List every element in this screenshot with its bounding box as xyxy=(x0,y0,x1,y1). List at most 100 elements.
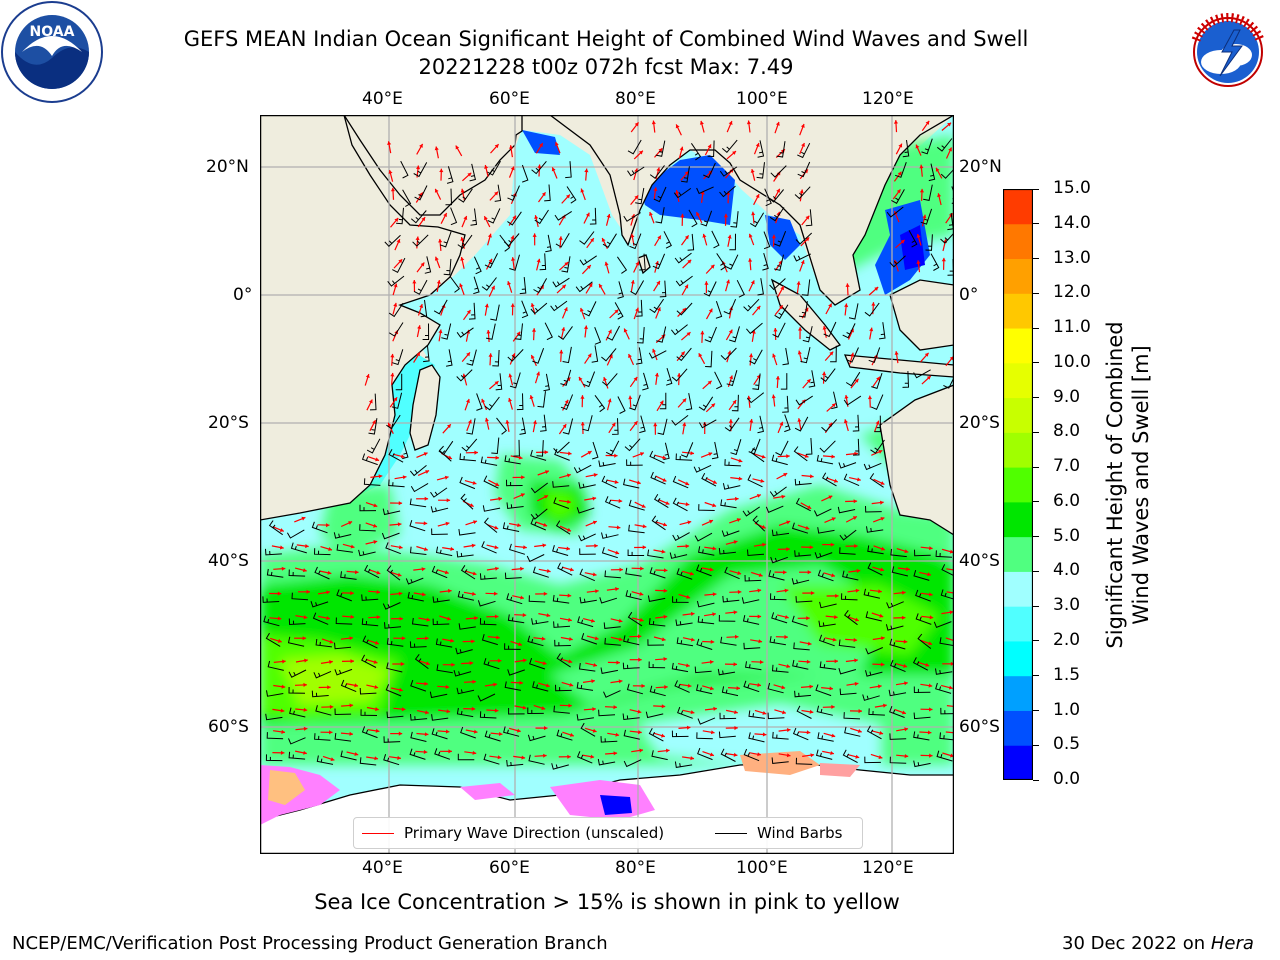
wave-direction-arrowhead xyxy=(567,754,571,759)
wave-direction-arrowhead xyxy=(614,453,618,458)
wave-direction-arrowhead xyxy=(474,450,478,455)
wind-barb xyxy=(659,280,667,298)
wind-barb xyxy=(504,455,521,465)
colorbar-frame xyxy=(1002,188,1034,781)
wave-direction-arrowhead xyxy=(376,615,381,620)
wind-barb xyxy=(477,600,496,607)
wind-barb xyxy=(469,163,477,182)
wind-barb xyxy=(578,533,596,542)
wind-barb xyxy=(363,478,381,486)
wind-barb xyxy=(935,550,953,558)
wind-barb xyxy=(537,391,546,408)
wind-barb xyxy=(561,256,571,273)
wave-direction-arrowhead xyxy=(710,639,715,644)
wave-direction-arrowhead xyxy=(690,710,695,715)
wave-direction-arrowhead xyxy=(915,144,920,149)
colorbar-segment xyxy=(1003,397,1033,433)
wind-barb xyxy=(576,714,594,721)
wind-barb xyxy=(639,415,646,434)
wave-direction-arrowhead xyxy=(472,480,477,485)
wave-direction-arrowhead xyxy=(303,726,308,731)
wave-direction-arrowhead xyxy=(567,499,571,504)
wind-barb xyxy=(616,256,628,274)
wind-barb xyxy=(795,757,813,765)
wind-barb xyxy=(792,659,809,670)
wind-barb xyxy=(604,570,621,579)
wind-barb xyxy=(802,326,813,343)
wave-direction-arrowhead xyxy=(640,566,644,571)
wave-direction-arrowhead xyxy=(400,454,405,459)
wave-direction-arrowhead xyxy=(775,121,780,126)
wave-direction-arrowhead xyxy=(519,680,523,685)
wind-barb xyxy=(770,556,788,564)
wave-direction-arrowhead xyxy=(390,353,395,358)
wave-direction-arrowhead xyxy=(831,733,836,738)
wind-barb xyxy=(509,254,520,271)
wave-direction-arrowhead xyxy=(806,616,810,621)
wind-barb xyxy=(796,705,812,719)
wind-barb xyxy=(606,325,621,341)
wind-barb xyxy=(385,684,402,697)
wave-direction-arrowhead xyxy=(922,214,927,219)
wave-direction-arrowhead xyxy=(663,568,668,573)
wind-barb xyxy=(387,275,405,287)
wind-barb xyxy=(726,370,738,387)
wave-direction-arrowhead xyxy=(495,482,500,486)
wind-barb xyxy=(479,618,497,626)
wave-direction-arrowhead xyxy=(510,303,515,307)
wave-direction-arrowhead xyxy=(775,376,780,380)
wind-barb xyxy=(672,475,689,489)
wave-direction-arrowhead xyxy=(746,120,751,125)
wind-barb xyxy=(865,505,882,513)
wind-barb xyxy=(676,637,694,647)
colorbar xyxy=(1002,188,1034,781)
wind-barb xyxy=(536,440,544,457)
wind-barb xyxy=(770,165,787,178)
wave-direction-arrowhead xyxy=(616,525,621,530)
wind-barb xyxy=(502,522,520,532)
wave-direction-arrowhead xyxy=(948,685,953,690)
wind-barb xyxy=(431,714,449,721)
wind-barb xyxy=(361,654,377,668)
wind-barb xyxy=(573,464,592,474)
wind-barb xyxy=(797,161,811,178)
wind-barb xyxy=(435,638,453,648)
wind-barb xyxy=(698,504,715,511)
wind-barb xyxy=(457,590,475,601)
wind-barb xyxy=(718,614,736,622)
wave-direction-arrowhead xyxy=(445,729,450,734)
wave-direction-arrowhead xyxy=(780,286,784,291)
wave-direction-arrowhead xyxy=(568,451,572,456)
wave-direction-arrowhead xyxy=(397,572,402,577)
wave-direction-arrowhead xyxy=(798,327,803,331)
wave-direction-arrowhead xyxy=(804,454,809,458)
wave-direction-arrowhead xyxy=(675,190,680,194)
wave-direction-arrowhead xyxy=(512,215,516,220)
wind-barb xyxy=(654,493,669,509)
wave-direction-arrowhead xyxy=(394,218,399,222)
wave-direction-arrowhead xyxy=(927,730,932,735)
wave-direction-arrowhead xyxy=(709,660,714,665)
wave-direction-arrowhead xyxy=(421,567,426,572)
wave-direction-arrowhead xyxy=(542,661,547,666)
wind-barb xyxy=(286,529,305,539)
wave-direction-arrowhead xyxy=(450,638,454,643)
wave-direction-arrowhead xyxy=(615,587,619,592)
wave-direction-arrowhead xyxy=(536,258,541,263)
wave-direction-arrowhead xyxy=(568,659,573,664)
wind-barb xyxy=(794,186,811,200)
wind-barb xyxy=(714,371,723,390)
wave-direction-arrowhead xyxy=(807,505,812,509)
wind-barb xyxy=(891,189,905,204)
wave-direction-arrowhead xyxy=(711,403,715,408)
wind-barb xyxy=(748,732,765,743)
wind-barb xyxy=(865,647,883,655)
wave-direction-arrowhead xyxy=(510,235,515,240)
wave-direction-arrowhead xyxy=(375,707,379,712)
wave-direction-arrowhead xyxy=(810,591,815,596)
wind-barb xyxy=(423,344,430,363)
wave-direction-arrowhead xyxy=(737,571,742,575)
wave-direction-arrowhead xyxy=(303,707,308,712)
wind-barb xyxy=(479,711,497,719)
wind-barb xyxy=(514,323,523,340)
